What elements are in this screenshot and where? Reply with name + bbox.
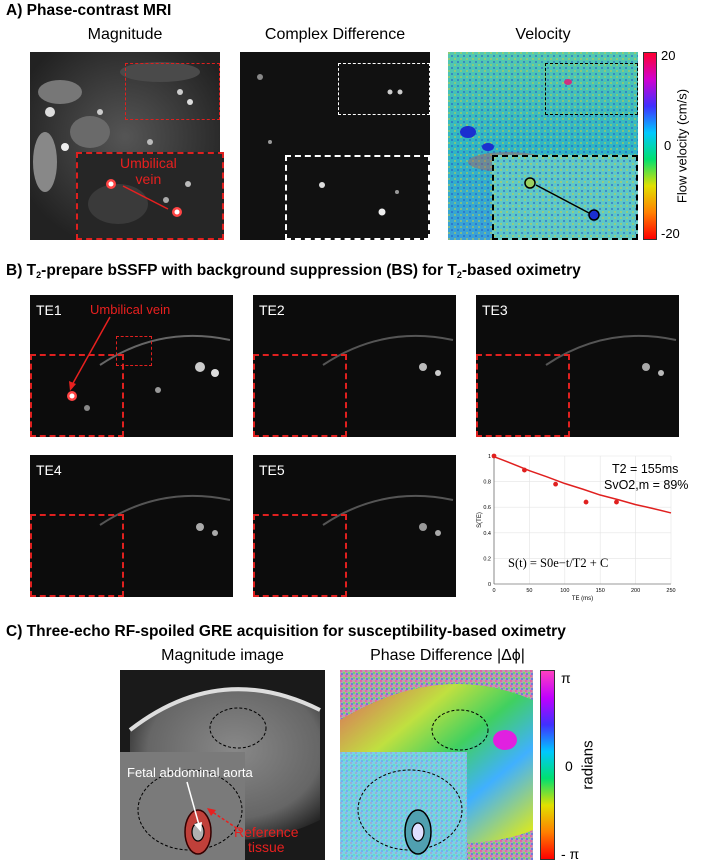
data-point [522, 467, 527, 473]
section-a-title: A) Phase-contrast MRI [6, 2, 172, 19]
y-tick-label: 0.2 [483, 556, 491, 562]
velocity-colorbar-max: 20 [661, 48, 676, 63]
data-point [553, 481, 558, 487]
reference-tissue-label: Reference tissue [234, 824, 299, 855]
te5-panel [253, 455, 456, 597]
data-point [491, 453, 497, 459]
velocity-title: Velocity [515, 26, 571, 43]
te5-texture [322, 494, 454, 536]
phase-difference-title: Phase Difference |Δϕ| [370, 647, 525, 664]
y-axis-label: S(TE) [477, 512, 483, 528]
complex-difference-inset-art [319, 182, 399, 216]
tick-labels: 0 50 100 150 200 250 0 0.2 0.4 0.6 0.8 1 [483, 454, 675, 594]
magnitude-inset [76, 152, 224, 240]
magnitude-inset-art [78, 154, 222, 238]
y-tick-label: 0.8 [483, 480, 491, 486]
data-point [583, 499, 589, 505]
x-tick-label: 100 [560, 588, 569, 594]
velocity-inset [492, 155, 638, 240]
te1-inset [30, 354, 124, 437]
phase-colorbar-min: - π [561, 846, 580, 862]
section-b-title: B) T2-prepare bSSFP with background supp… [6, 262, 581, 280]
phase-colorbar-label: radians [579, 740, 597, 790]
fetal-aorta-label: Fetal abdominal aorta [127, 765, 253, 780]
velocity-roi-box [545, 63, 638, 115]
section-c-title: C) Three-echo RF-spoiled GRE acquisition… [6, 623, 566, 640]
te3-panel [476, 295, 679, 437]
data-points [491, 453, 619, 505]
te1-roi-box [116, 336, 152, 366]
te3-label: TE3 [482, 302, 508, 318]
t2-fit-chart: 0 50 100 150 200 250 0 0.2 0.4 0.6 0.8 1 TE (ms) S(… [476, 450, 691, 615]
t2-value: T2 = 155ms [612, 462, 679, 476]
magnitude-c-inset-art [137, 769, 243, 855]
te2-texture [322, 334, 454, 376]
data-point [614, 499, 619, 505]
umbilical-vein-label-a: Umbilical vein [120, 155, 177, 187]
fit-equation: S(t) = S0e−t/T2 + C [508, 556, 609, 570]
phase-difference-inset [340, 752, 467, 860]
reference-tissue-arrow [207, 808, 242, 832]
te4-texture [99, 494, 231, 536]
chart-grid [476, 450, 691, 615]
svo2-value: SvO2,m = 89% [604, 478, 689, 492]
magnitude-title: Magnitude [87, 26, 163, 43]
phase-colorbar [540, 670, 555, 860]
phase-colorbar-max: π [561, 670, 571, 686]
magnitude-image-title: Magnitude image [161, 647, 284, 664]
velocity-colorbar-label: Flow velocity (cm/s) [674, 88, 690, 204]
te1-panel [30, 295, 233, 437]
te1-inset-art [67, 391, 90, 411]
y-tick-label: 0 [488, 582, 491, 588]
magnitude-roi-box [125, 63, 220, 120]
chart-axes [493, 456, 671, 585]
te5-inset [253, 514, 347, 597]
velocity-inset-art [494, 157, 636, 238]
phase-colorbar-mid: 0 [565, 758, 573, 774]
te1-texture [99, 334, 231, 393]
complex-difference-title: Complex Difference [264, 26, 406, 43]
te2-inset [253, 354, 347, 437]
y-tick-label: 0.4 [483, 531, 491, 537]
te1-label: TE1 [36, 302, 62, 318]
y-tick-label: 1 [488, 454, 491, 460]
x-tick-label: 0 [492, 588, 495, 594]
umbilical-vein-label-b: Umbilical vein [90, 302, 171, 317]
phase-difference-inset-art [340, 752, 467, 860]
velocity-colorbar [643, 52, 657, 240]
te5-label: TE5 [259, 462, 285, 478]
x-tick-label: 150 [596, 588, 605, 594]
velocity-colorbar-mid: 0 [664, 138, 672, 153]
x-tick-label: 250 [666, 588, 675, 594]
complex-difference-roi-box [338, 63, 430, 115]
te4-panel [30, 455, 233, 597]
te3-texture [545, 334, 677, 376]
te3-inset [476, 354, 570, 437]
velocity-colorbar-min: -20 [661, 226, 680, 241]
x-tick-label: 50 [526, 588, 532, 594]
te4-label: TE4 [36, 462, 62, 478]
y-tick-label: 0.6 [483, 505, 491, 511]
te4-inset [30, 514, 124, 597]
x-axis-label: TE (ms) [572, 596, 593, 602]
fetal-aorta-arrow [186, 781, 202, 832]
te2-panel [253, 295, 456, 437]
magnitude-c-inset [120, 752, 245, 860]
te2-label: TE2 [259, 302, 285, 318]
x-tick-label: 200 [631, 588, 640, 594]
umbilical-vein-arrow-b [69, 316, 111, 391]
complex-difference-inset [285, 155, 430, 240]
